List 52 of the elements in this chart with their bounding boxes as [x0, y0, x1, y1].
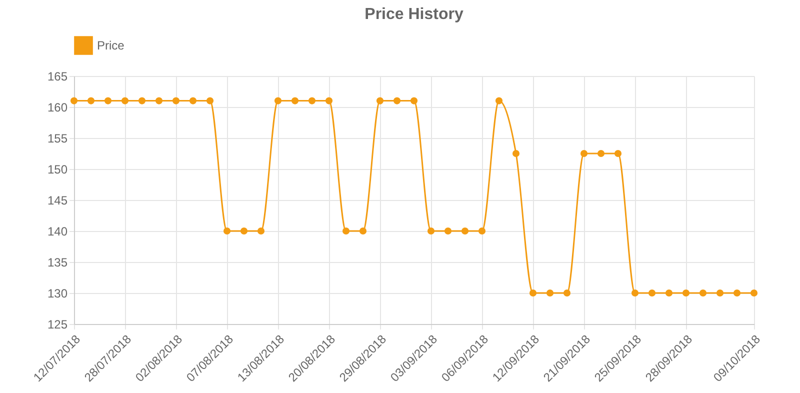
point: [257, 227, 265, 235]
point: [614, 150, 622, 158]
point: [461, 227, 469, 235]
point: [87, 97, 95, 104]
point: [155, 97, 163, 104]
point: [495, 97, 503, 104]
point: [597, 150, 605, 158]
point: [410, 97, 418, 104]
point: [223, 227, 231, 235]
point: [427, 227, 435, 235]
point: [121, 97, 129, 104]
y-tick-label: 145: [47, 194, 68, 208]
point: [376, 97, 384, 104]
point: [393, 97, 401, 104]
point: [665, 289, 673, 297]
point: [580, 150, 588, 158]
point: [172, 97, 180, 104]
point: [546, 289, 554, 297]
point: [359, 227, 367, 235]
point: [631, 289, 639, 297]
point: [325, 97, 333, 104]
y-tick-label: 140: [47, 224, 68, 238]
point: [138, 97, 146, 104]
point: [529, 289, 537, 297]
y-tick-label: 130: [47, 286, 68, 300]
y-tick-label: 160: [47, 100, 68, 114]
point: [70, 97, 78, 104]
point: [682, 289, 690, 297]
legend-label: Price: [97, 38, 125, 52]
point: [342, 227, 350, 235]
point: [478, 227, 486, 235]
point: [733, 289, 741, 297]
point: [291, 97, 299, 104]
point: [240, 227, 248, 235]
point: [512, 150, 520, 158]
point: [444, 227, 452, 235]
point: [189, 97, 197, 104]
point: [563, 289, 571, 297]
point: [648, 289, 656, 297]
point: [750, 289, 758, 297]
point: [206, 97, 214, 104]
point: [716, 289, 724, 297]
y-tick-label: 155: [47, 132, 68, 146]
point: [308, 97, 316, 104]
chart-title: Price History: [364, 6, 464, 23]
y-tick-label: 135: [47, 256, 68, 270]
y-tick-label: 150: [47, 162, 68, 176]
point: [274, 97, 282, 104]
y-tick-label: 165: [47, 70, 68, 84]
point: [699, 289, 707, 297]
point: [104, 97, 112, 104]
y-tick-label: 125: [47, 318, 68, 332]
